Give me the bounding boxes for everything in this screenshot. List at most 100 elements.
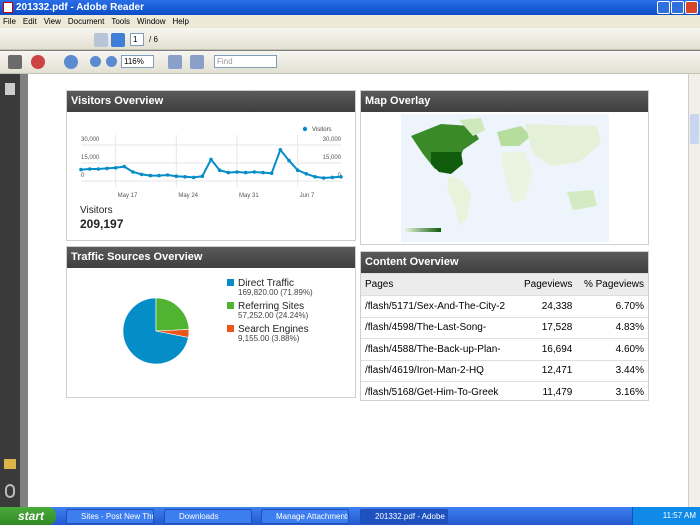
- table-row: /flash/4588/The-Back-up-Plan- 16,694 4.60%: [361, 338, 648, 360]
- next-page-button[interactable]: [111, 33, 125, 47]
- x-tick-label: Jun 7: [300, 193, 315, 199]
- table-cell: 12,471: [516, 359, 577, 382]
- value-label: 9,155.00 (3.88%): [238, 334, 300, 343]
- legend-label: Visitors: [312, 127, 332, 133]
- menu-item[interactable]: Window: [137, 17, 166, 26]
- y2-tick-label: 15,000: [323, 155, 342, 161]
- zoom-in-button[interactable]: [106, 56, 117, 67]
- system-tray: 11:57 AM: [632, 507, 700, 525]
- data-point: [252, 170, 257, 174]
- map-region: [497, 126, 531, 146]
- window-title: 201332.pdf - Adobe Reader: [16, 2, 145, 13]
- menu-item[interactable]: Help: [172, 17, 189, 26]
- data-point: [243, 170, 248, 175]
- table-cell: 3.16%: [576, 381, 648, 403]
- metric-value: 209,197: [80, 217, 124, 231]
- app-icon: [3, 2, 13, 13]
- table-cell: 11,479: [516, 381, 577, 403]
- comments-button[interactable]: [4, 459, 16, 469]
- zoom-out-button[interactable]: [90, 56, 101, 67]
- data-point: [131, 170, 135, 174]
- attachments-button[interactable]: [5, 484, 15, 498]
- data-point: [269, 171, 274, 175]
- x-tick-label: May 31: [239, 193, 259, 199]
- navigation-toolbar: 1 / 6: [0, 28, 700, 50]
- data-point: [79, 167, 83, 172]
- table-row: /flash/5168/Get-Him-To-Greek 11,479 3.16%: [361, 381, 648, 403]
- menu-bar: File Edit View Document Tools Window Help: [0, 15, 700, 28]
- menu-item[interactable]: File: [3, 17, 16, 26]
- map-region: [447, 176, 471, 226]
- fit-width-button[interactable]: [190, 55, 204, 69]
- menu-item[interactable]: View: [43, 17, 61, 26]
- data-point: [313, 175, 317, 179]
- taskbar-button[interactable]: 201332.pdf - Adobe ...: [360, 509, 448, 524]
- table-cell: 17,528: [516, 316, 577, 339]
- taskbar-button[interactable]: Downloads: [164, 509, 252, 524]
- pages-button[interactable]: [5, 83, 15, 95]
- data-point: [96, 167, 101, 171]
- column-header: Pages: [361, 273, 517, 296]
- data-point: [122, 164, 127, 169]
- navigation-pane: [0, 74, 20, 507]
- traffic-panel: Traffic Sources Overview Direct Traffic 1…: [66, 246, 356, 398]
- table-cell: 6.70%: [576, 295, 648, 317]
- world-map: [401, 114, 609, 242]
- panel-title: Map Overlay: [361, 91, 648, 112]
- table-cell: /flash/4598/The-Last-Song-: [361, 316, 517, 339]
- minimize-button[interactable]: [657, 1, 670, 14]
- map-region: [459, 118, 485, 136]
- data-point: [139, 172, 144, 177]
- maximize-button[interactable]: [671, 1, 684, 14]
- table-cell: 3.44%: [576, 359, 648, 382]
- previous-page-button[interactable]: [94, 33, 108, 47]
- find-field[interactable]: Find: [214, 55, 277, 68]
- scrollbar[interactable]: [688, 74, 700, 507]
- legend-marker: [302, 126, 308, 132]
- data-point: [87, 167, 92, 171]
- data-point: [105, 166, 109, 171]
- table-cell: /flash/4619/Iron-Man-2-HQ: [361, 359, 517, 382]
- taskbar: start 11:57 AM Sites - Post New Thre... D…: [0, 507, 700, 525]
- data-point: [287, 158, 291, 163]
- data-point: [200, 174, 205, 178]
- map-scale: [405, 228, 441, 232]
- share-button[interactable]: [31, 55, 45, 69]
- pie-slice: [155, 297, 190, 332]
- content-table: Pages Pageviews% Pageviews/flash/5171/Sex…: [361, 273, 648, 403]
- data-point: [191, 175, 196, 180]
- data-point: [304, 172, 309, 176]
- page-field[interactable]: 1: [130, 33, 144, 46]
- tools-toolbar: 116% Find: [0, 51, 700, 74]
- menu-item[interactable]: Tools: [111, 17, 131, 26]
- metric-label: Visitors: [80, 205, 113, 216]
- data-point: [148, 173, 153, 178]
- legend-swatch: [227, 302, 234, 309]
- taskbar-button[interactable]: Sites - Post New Thre...: [66, 509, 154, 524]
- scroll-thumb[interactable]: [690, 114, 699, 144]
- zoom-field[interactable]: 116%: [121, 55, 154, 68]
- start-button[interactable]: start: [0, 507, 56, 525]
- table-cell: 4.83%: [576, 316, 648, 339]
- y-tick-label: 30,000: [81, 137, 100, 143]
- map-region: [431, 152, 463, 174]
- close-button[interactable]: [685, 1, 698, 14]
- table-row: /flash/4619/Iron-Man-2-HQ 12,471 3.44%: [361, 359, 648, 382]
- data-point: [278, 148, 283, 152]
- clock: 11:57 AM: [662, 511, 696, 520]
- content-panel: Content Overview Pages Pageviews% Pagevie…: [360, 251, 649, 403]
- fit-page-button[interactable]: [168, 55, 182, 69]
- menu-item[interactable]: Document: [67, 17, 105, 26]
- data-point: [235, 170, 239, 174]
- pie-slice: [155, 329, 190, 338]
- y-tick-label: 15,000: [81, 155, 100, 161]
- data-point: [165, 173, 170, 177]
- legend-label: Search Engines: [238, 324, 309, 335]
- table-cell: /flash/4588/The-Back-up-Plan-: [361, 338, 517, 360]
- print-button[interactable]: [8, 55, 22, 69]
- web-button[interactable]: [64, 55, 78, 69]
- taskbar-button[interactable]: Manage Attachments...: [261, 509, 349, 524]
- legend-label: Referring Sites: [238, 301, 304, 312]
- menu-item[interactable]: Edit: [22, 17, 37, 26]
